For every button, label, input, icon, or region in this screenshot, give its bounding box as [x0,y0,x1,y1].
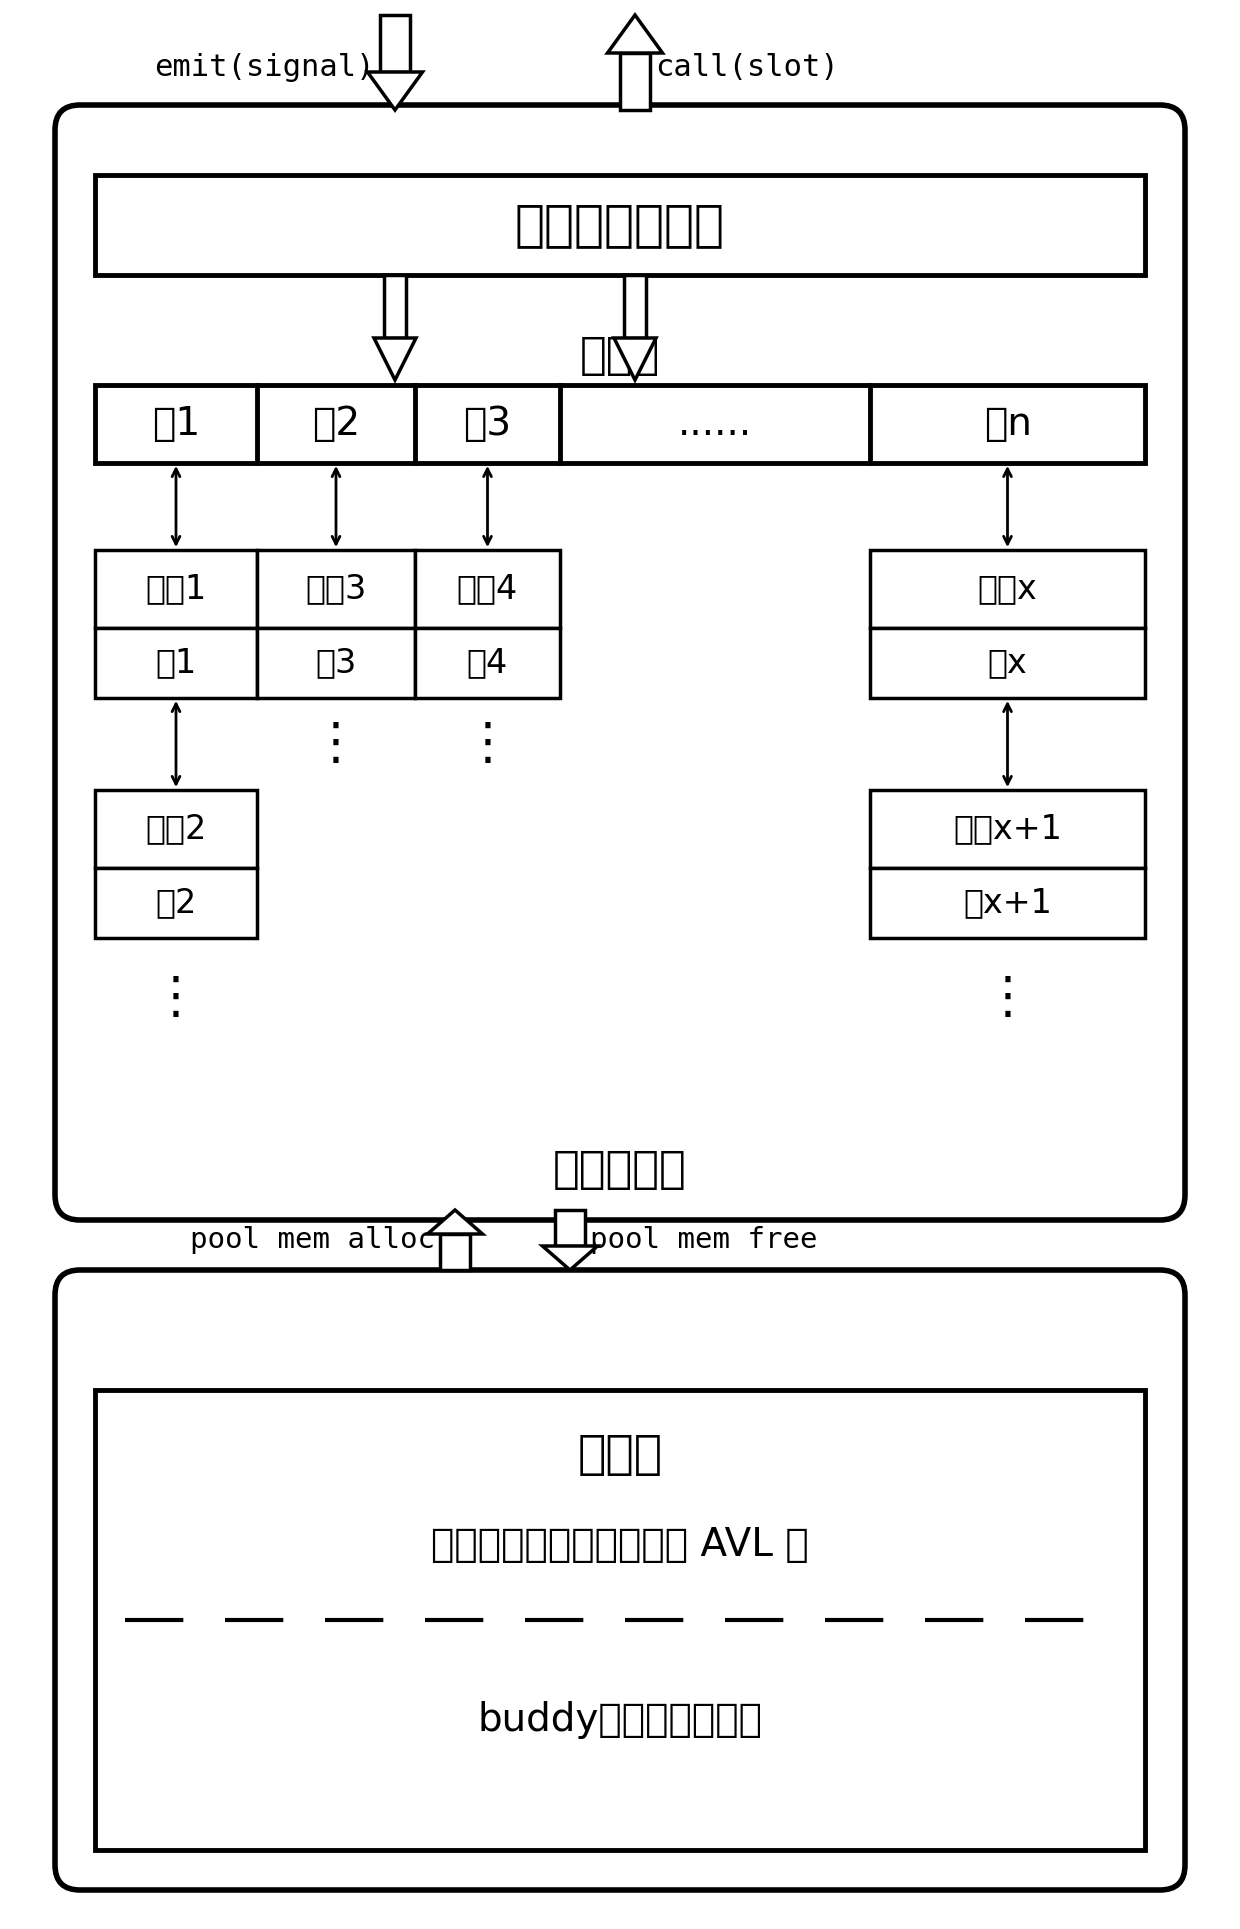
Text: pool mem alloc: pool mem alloc [190,1227,435,1254]
Polygon shape [614,338,656,380]
FancyBboxPatch shape [55,1269,1185,1890]
Text: ⋮: ⋮ [982,974,1033,1022]
Text: 散列表: 散列表 [580,334,660,376]
Text: ⋮: ⋮ [151,974,201,1022]
Bar [95,386,1145,463]
Text: ......: ...... [678,405,753,444]
Bar [95,176,1145,276]
Text: ⋮: ⋮ [311,720,361,768]
Text: 信号4: 信号4 [456,573,518,606]
Bar [415,629,560,698]
Bar [384,276,405,338]
Polygon shape [374,338,415,380]
Bar [556,1209,585,1246]
Bar [870,791,1145,868]
Text: 信号x+1: 信号x+1 [954,812,1061,845]
Text: 槽3: 槽3 [315,646,357,679]
Text: ⋮: ⋮ [463,720,512,768]
Bar [870,550,1145,629]
Text: 信号3: 信号3 [305,573,367,606]
Bar [379,15,410,71]
Polygon shape [608,15,662,52]
Bar [95,1391,1145,1850]
Text: 槽4: 槽4 [467,646,508,679]
Text: 槽1: 槽1 [155,646,197,679]
Text: 信号x: 信号x [977,573,1038,606]
Bar [624,276,646,338]
Text: 信号槽模块: 信号槽模块 [553,1148,687,1192]
Text: pool mem free: pool mem free [590,1227,817,1254]
Polygon shape [428,1209,482,1235]
Polygon shape [543,1246,598,1269]
Text: buddy算法划分内存块: buddy算法划分内存块 [477,1701,763,1740]
Text: 链2: 链2 [312,405,360,444]
Bar [257,629,415,698]
Text: 槽x+1: 槽x+1 [963,887,1052,920]
Text: 信号2: 信号2 [145,812,207,845]
Bar [870,868,1145,937]
Polygon shape [367,71,423,110]
Bar [257,550,415,629]
Bar [415,550,560,629]
Bar [440,1235,470,1269]
Text: 链1: 链1 [151,405,200,444]
Text: emit(signal): emit(signal) [155,54,374,83]
Text: 链n: 链n [983,405,1032,444]
Bar [95,868,257,937]
Text: 槽2: 槽2 [155,887,197,920]
Text: 不确定参数处理: 不确定参数处理 [515,201,725,249]
Text: 内存池: 内存池 [578,1433,662,1478]
FancyBboxPatch shape [55,104,1185,1219]
Text: 槽x: 槽x [987,646,1028,679]
Bar [870,629,1145,698]
Bar [95,629,257,698]
Text: 信号1: 信号1 [145,573,207,606]
Text: 链3: 链3 [464,405,512,444]
Bar [95,791,257,868]
Bar [620,52,650,110]
Text: 将内存块作为树节点构建 AVL 树: 将内存块作为树节点构建 AVL 树 [432,1526,808,1564]
Text: call(slot): call(slot) [655,54,838,83]
Bar [95,550,257,629]
